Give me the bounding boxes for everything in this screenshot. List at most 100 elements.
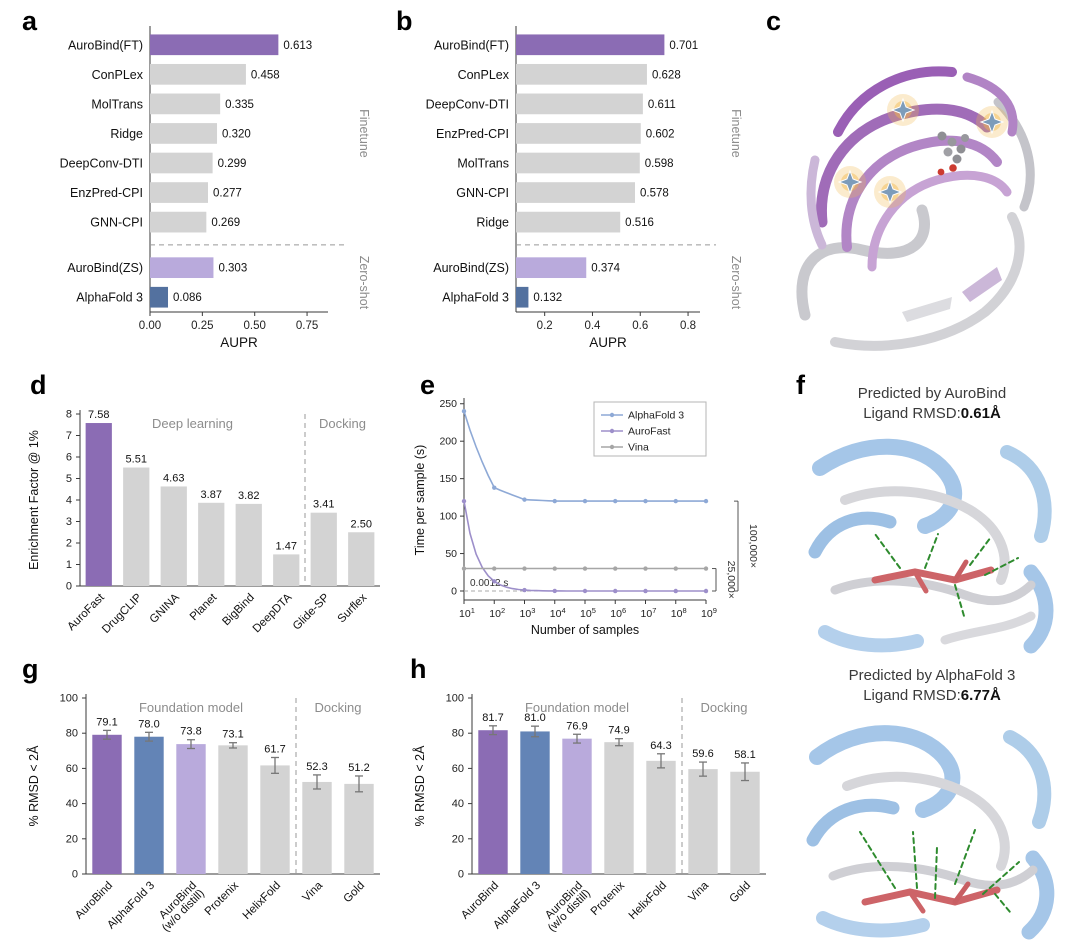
f-bottom-rmsd-value: 6.77Å — [960, 687, 1001, 704]
series-marker — [582, 566, 588, 571]
category-label: AlphaFold 3 — [76, 291, 143, 305]
bar-value-label: 74.9 — [608, 725, 629, 737]
f-bottom-rmsd-prefix: Ligand RMSD: — [863, 687, 961, 704]
bar-value-label: 0.086 — [173, 292, 202, 304]
category-label: MolTrans — [457, 157, 509, 171]
bar-value-label: 0.458 — [251, 69, 280, 81]
bar-value-label: 51.2 — [348, 762, 369, 774]
category-label: DeepConv-DTI — [60, 157, 143, 171]
category-label: Vina — [301, 879, 326, 904]
category-label: DeepConv-DTI — [426, 97, 509, 111]
x-tick-label: 102 — [489, 606, 505, 620]
bar — [150, 182, 209, 203]
x-tick-label: 107 — [641, 606, 657, 620]
f-top-caption: Predicted by AuroBind Ligand RMSD:0.61Å — [788, 384, 1076, 424]
series-marker — [492, 579, 497, 584]
f-bottom-title: Predicted by AlphaFold 3 — [848, 667, 1016, 684]
bar — [85, 423, 112, 586]
section-label: Foundation model — [525, 700, 629, 715]
bar-value-label: 61.7 — [264, 743, 285, 755]
y-tick-label: 20 — [452, 833, 464, 845]
category-label: Planet — [188, 591, 220, 623]
x-tick-label: 103 — [520, 606, 536, 620]
f-bottom-rmsd: Ligand RMSD:6.77Å — [788, 686, 1076, 706]
y-tick-label: 100 — [446, 693, 464, 705]
bar — [150, 123, 218, 144]
section-label: Docking — [315, 700, 362, 715]
bar — [516, 34, 665, 56]
bar — [260, 765, 290, 874]
series-marker — [461, 498, 467, 504]
bar — [92, 734, 122, 874]
bar — [348, 532, 375, 586]
y-tick-label: 150 — [439, 473, 457, 485]
category-label: HelixFold — [627, 880, 669, 922]
bar — [516, 93, 643, 115]
section-label: Foundation model — [139, 700, 243, 715]
bar-value-label: 0.269 — [211, 217, 240, 229]
category-label: GNN-CPI — [90, 216, 143, 230]
category-label: Glide-SP — [291, 591, 332, 632]
bar — [516, 182, 636, 203]
alphafold3-pose-image — [806, 725, 1055, 940]
bar — [150, 286, 169, 308]
bar-value-label: 0.628 — [652, 69, 681, 81]
x-tick-label: 0.8 — [680, 320, 696, 332]
category-label: AlphaFold 3 — [442, 291, 509, 305]
panel-label-a: a — [22, 6, 38, 36]
bar-value-label: 0.613 — [283, 40, 312, 52]
binding-site-stars — [834, 94, 1008, 208]
panel-label-e: e — [420, 370, 436, 400]
bar-value-label: 64.3 — [650, 740, 671, 752]
bar-value-label: 78.0 — [138, 718, 159, 730]
category-label: EnzPred-CPI — [70, 186, 143, 200]
bar — [520, 731, 550, 874]
category-label: Gold — [341, 880, 367, 906]
x-tick-label: 0.50 — [244, 320, 266, 332]
bar — [160, 486, 187, 586]
bar-value-label: 0.303 — [218, 263, 247, 275]
legend-marker — [609, 412, 615, 418]
bar — [123, 467, 150, 586]
series-marker — [643, 566, 648, 571]
bar — [150, 63, 246, 85]
bar — [646, 760, 676, 874]
bar-value-label: 3.82 — [238, 490, 259, 502]
chart-a-aupr-barh: 0.613 AuroBind(FT) 0.458 ConPLex 0.335 MolTra… — [60, 26, 371, 350]
y-axis-title: % RMSD < 2Å — [26, 745, 41, 827]
y-axis-title: Enrichment Factor @ 1% — [27, 430, 41, 570]
y-tick-label: 250 — [439, 398, 457, 410]
group-label: Zero-shot — [357, 256, 371, 310]
y-tick-label: 7 — [66, 430, 72, 442]
bar — [134, 736, 164, 874]
y-tick-label: 100 — [439, 511, 457, 523]
series-marker — [643, 588, 648, 594]
binding-site-star-icon — [976, 106, 1008, 138]
f-top-rmsd: Ligand RMSD:0.61Å — [788, 404, 1076, 424]
bar — [604, 742, 634, 874]
bar-value-label: 1.47 — [276, 540, 297, 552]
x-tick-label: 0.25 — [191, 320, 213, 332]
bar — [150, 211, 207, 233]
x-tick-label: 109 — [701, 606, 717, 620]
bar-value-label: 0.132 — [533, 292, 562, 304]
contact-dashes — [859, 829, 1020, 913]
bar-value-label: 52.3 — [306, 761, 327, 773]
category-label: Ridge — [476, 216, 509, 230]
x-axis-title: AUPR — [220, 335, 258, 350]
bar — [730, 771, 760, 874]
y-tick-label: 0 — [66, 581, 72, 593]
bar — [150, 152, 213, 174]
bar-value-label: 73.8 — [180, 726, 201, 738]
series-marker — [673, 566, 678, 571]
bar — [302, 781, 332, 874]
bar — [516, 123, 641, 144]
series-marker — [582, 498, 588, 504]
bar — [198, 502, 225, 586]
speedup-label: 100,000× — [747, 524, 759, 568]
bar-value-label: 58.1 — [734, 749, 755, 761]
x-tick-label: 0.4 — [584, 320, 601, 332]
panel-label-g: g — [22, 654, 39, 684]
category-label: AuroBind(ZS) — [433, 261, 509, 275]
bar — [516, 257, 587, 279]
